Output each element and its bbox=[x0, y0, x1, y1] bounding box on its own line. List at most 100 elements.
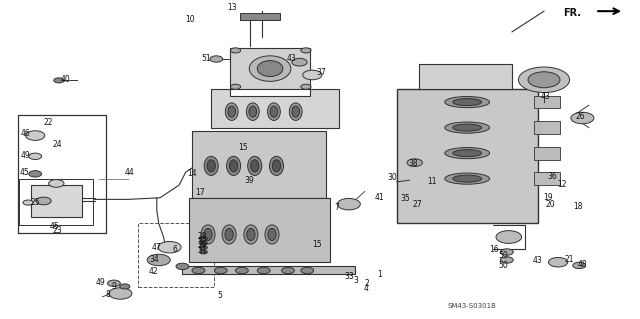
Text: 44: 44 bbox=[125, 168, 134, 177]
Circle shape bbox=[176, 263, 189, 270]
Text: 19: 19 bbox=[543, 193, 552, 202]
Text: 9: 9 bbox=[111, 282, 116, 291]
Ellipse shape bbox=[270, 106, 278, 117]
Circle shape bbox=[337, 198, 360, 210]
Circle shape bbox=[301, 267, 314, 274]
Ellipse shape bbox=[445, 173, 490, 184]
Text: 43: 43 bbox=[287, 54, 296, 63]
Ellipse shape bbox=[453, 99, 481, 106]
Ellipse shape bbox=[227, 156, 241, 175]
Ellipse shape bbox=[247, 228, 255, 241]
Text: 41: 41 bbox=[374, 193, 384, 202]
Ellipse shape bbox=[251, 160, 259, 172]
Ellipse shape bbox=[265, 225, 279, 244]
Circle shape bbox=[500, 257, 513, 263]
Text: 50: 50 bbox=[498, 251, 508, 260]
Bar bbox=[240, 13, 280, 20]
Bar bbox=[138, 223, 214, 287]
Text: 37: 37 bbox=[317, 68, 326, 77]
Text: 4: 4 bbox=[364, 284, 369, 293]
Text: 51: 51 bbox=[202, 54, 211, 63]
Ellipse shape bbox=[230, 160, 238, 172]
Ellipse shape bbox=[453, 124, 481, 131]
Circle shape bbox=[548, 257, 568, 267]
Circle shape bbox=[109, 288, 132, 299]
Circle shape bbox=[54, 78, 64, 83]
Text: 38: 38 bbox=[408, 159, 418, 168]
Circle shape bbox=[200, 250, 207, 254]
Text: 15: 15 bbox=[238, 143, 248, 152]
Ellipse shape bbox=[207, 160, 215, 172]
Text: 39: 39 bbox=[244, 176, 254, 185]
Circle shape bbox=[282, 267, 294, 274]
Text: 40: 40 bbox=[61, 75, 70, 84]
Text: 21: 21 bbox=[564, 255, 574, 263]
Bar bbox=[189, 198, 330, 262]
Text: 3: 3 bbox=[353, 276, 358, 285]
Text: 50: 50 bbox=[498, 261, 508, 270]
Text: 16: 16 bbox=[490, 245, 499, 254]
Ellipse shape bbox=[453, 175, 481, 182]
Bar bbox=[534, 96, 560, 108]
Text: 12: 12 bbox=[557, 180, 566, 189]
Ellipse shape bbox=[225, 228, 234, 241]
Text: 33: 33 bbox=[344, 272, 354, 281]
Text: 18: 18 bbox=[573, 202, 582, 211]
Text: 34: 34 bbox=[149, 255, 159, 263]
Ellipse shape bbox=[445, 147, 490, 159]
Text: 49: 49 bbox=[20, 151, 30, 160]
Circle shape bbox=[49, 180, 64, 187]
Text: 13: 13 bbox=[227, 3, 237, 11]
Circle shape bbox=[36, 197, 51, 205]
Text: 5: 5 bbox=[218, 291, 223, 300]
Text: 25: 25 bbox=[31, 198, 40, 207]
Text: 10: 10 bbox=[186, 15, 195, 24]
Text: 26: 26 bbox=[576, 112, 586, 121]
Ellipse shape bbox=[228, 106, 236, 117]
Text: 29: 29 bbox=[197, 241, 207, 250]
Circle shape bbox=[301, 84, 311, 89]
Bar bbox=[419, 64, 512, 89]
Circle shape bbox=[26, 131, 45, 140]
Circle shape bbox=[407, 159, 422, 167]
Ellipse shape bbox=[453, 150, 481, 157]
Circle shape bbox=[214, 267, 227, 274]
Text: 45: 45 bbox=[50, 222, 60, 231]
Circle shape bbox=[303, 70, 322, 80]
Text: 20: 20 bbox=[545, 200, 555, 209]
Text: 49: 49 bbox=[96, 278, 106, 287]
Ellipse shape bbox=[249, 56, 291, 81]
Circle shape bbox=[573, 262, 586, 269]
Circle shape bbox=[29, 171, 42, 177]
Text: 42: 42 bbox=[149, 267, 159, 276]
Text: 15: 15 bbox=[312, 240, 322, 249]
Bar bbox=[31, 185, 82, 217]
Circle shape bbox=[158, 241, 181, 253]
Ellipse shape bbox=[204, 228, 212, 241]
Ellipse shape bbox=[289, 103, 302, 121]
Circle shape bbox=[518, 67, 570, 93]
Text: SM43-S0301B: SM43-S0301B bbox=[448, 303, 497, 309]
Bar bbox=[534, 147, 560, 160]
Text: 22: 22 bbox=[44, 118, 53, 127]
Circle shape bbox=[500, 249, 513, 255]
Text: 14: 14 bbox=[188, 169, 197, 178]
Ellipse shape bbox=[257, 61, 283, 77]
Circle shape bbox=[200, 237, 207, 241]
Ellipse shape bbox=[269, 156, 284, 175]
Circle shape bbox=[301, 48, 311, 53]
Circle shape bbox=[192, 267, 205, 274]
Ellipse shape bbox=[292, 106, 300, 117]
Bar bbox=[192, 131, 326, 198]
Text: FR.: FR. bbox=[563, 8, 581, 18]
Circle shape bbox=[108, 280, 120, 286]
Ellipse shape bbox=[204, 156, 218, 175]
Circle shape bbox=[496, 231, 522, 243]
Ellipse shape bbox=[249, 106, 257, 117]
Text: 24: 24 bbox=[52, 140, 62, 149]
Bar bbox=[534, 172, 560, 185]
Text: 48: 48 bbox=[577, 260, 587, 269]
Text: 30: 30 bbox=[387, 173, 397, 182]
Text: 36: 36 bbox=[547, 172, 557, 181]
Circle shape bbox=[147, 254, 170, 266]
